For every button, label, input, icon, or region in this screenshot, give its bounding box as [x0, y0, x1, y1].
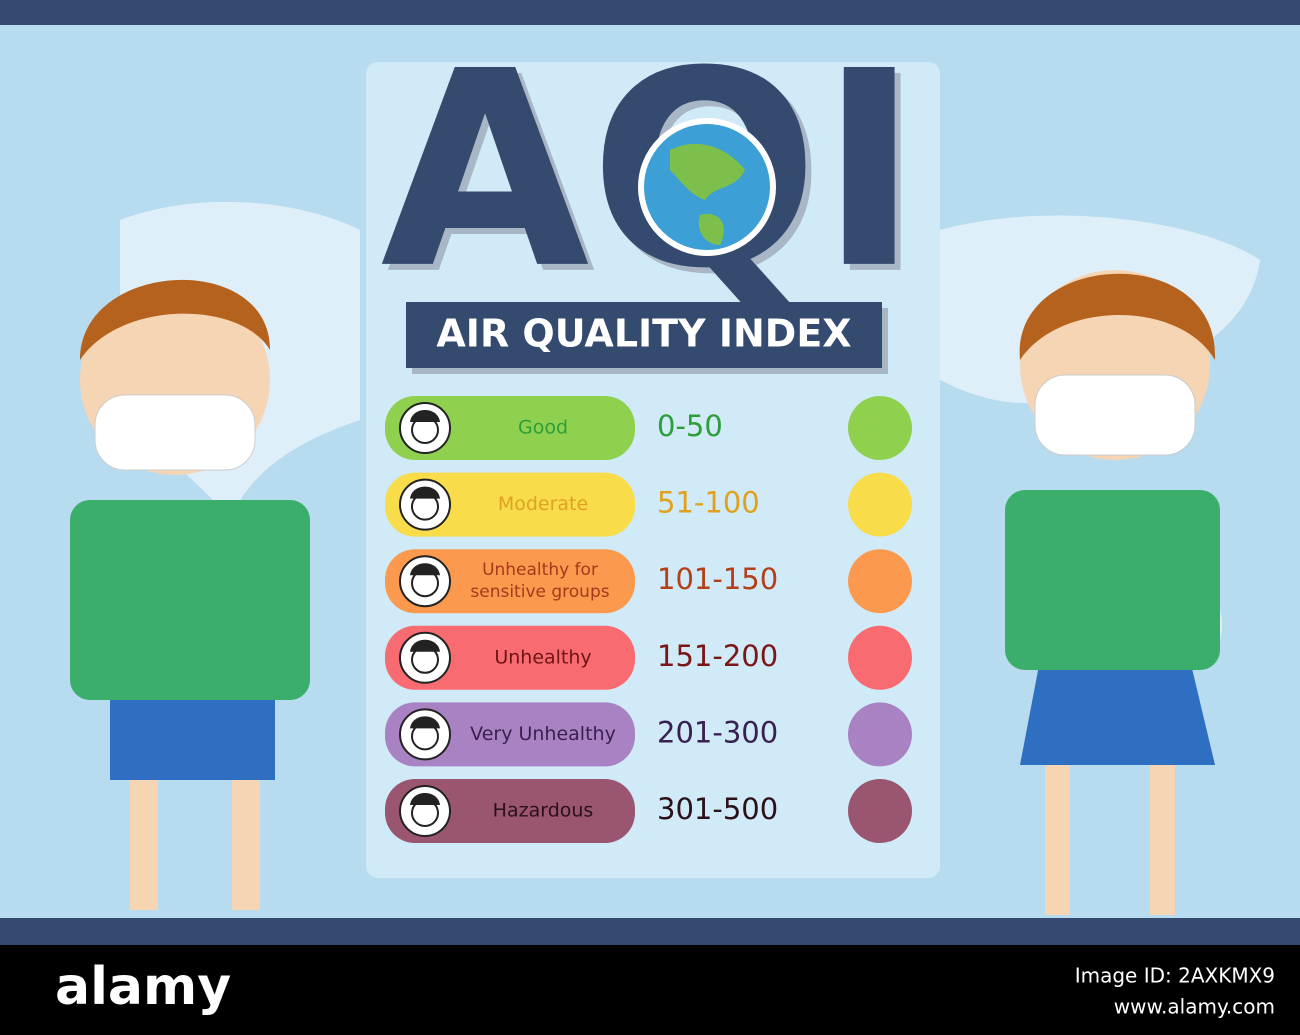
footer-bg	[0, 945, 1300, 1035]
level-range: 51-100	[657, 486, 760, 520]
level-pill	[385, 779, 635, 843]
bottom-bar	[0, 918, 1300, 945]
face-hair	[410, 793, 440, 805]
level-range: 0-50	[657, 409, 723, 443]
footer-url: www.alamy.com	[1114, 995, 1275, 1019]
level-pill	[385, 549, 635, 614]
level-swatch	[848, 625, 912, 690]
level-label: Hazardous	[493, 800, 594, 822]
face-hair	[410, 563, 440, 576]
subtitle: AIR QUALITY INDEX	[436, 312, 851, 356]
top-bar	[0, 0, 1300, 25]
girl	[1005, 270, 1220, 915]
subtitle-band	[406, 302, 882, 368]
level-pill	[385, 625, 635, 690]
level-pill	[385, 702, 635, 767]
face-icon	[399, 631, 451, 684]
level-range: 101-150	[657, 562, 778, 596]
footer-brand: alamy	[55, 957, 231, 1017]
aqi-table: Good 0-50 Moderate 51-100 Unhealthy for sensi…	[385, 396, 912, 843]
face-hair	[410, 410, 440, 422]
level-label: Unhealthy for sensitive groups	[470, 560, 609, 602]
level-swatch	[848, 549, 912, 614]
level-label: Unhealthy	[494, 646, 591, 668]
face-icon	[399, 478, 451, 531]
level-range: 301-500	[657, 792, 778, 826]
level-pill	[385, 396, 635, 460]
level-range: 151-200	[657, 639, 778, 673]
face-hair	[410, 639, 440, 652]
level-swatch	[848, 472, 912, 537]
face-hair	[410, 486, 440, 499]
level-pill	[385, 472, 635, 537]
level-label: Very Unhealthy	[470, 723, 616, 745]
footer-image-id: Image ID: 2AXKMX9	[1075, 964, 1275, 988]
level-swatch	[848, 779, 912, 843]
face-icon	[399, 402, 451, 454]
level-range: 201-300	[657, 715, 778, 749]
boy	[70, 279, 310, 910]
globe	[638, 118, 776, 256]
level-label: Good	[518, 417, 568, 439]
face-icon	[399, 785, 451, 837]
face-hair	[410, 716, 440, 729]
face-icon	[399, 555, 451, 608]
level-label: Moderate	[498, 493, 588, 515]
face-icon	[399, 708, 451, 761]
level-swatch	[848, 702, 912, 767]
level-swatch	[848, 396, 912, 460]
